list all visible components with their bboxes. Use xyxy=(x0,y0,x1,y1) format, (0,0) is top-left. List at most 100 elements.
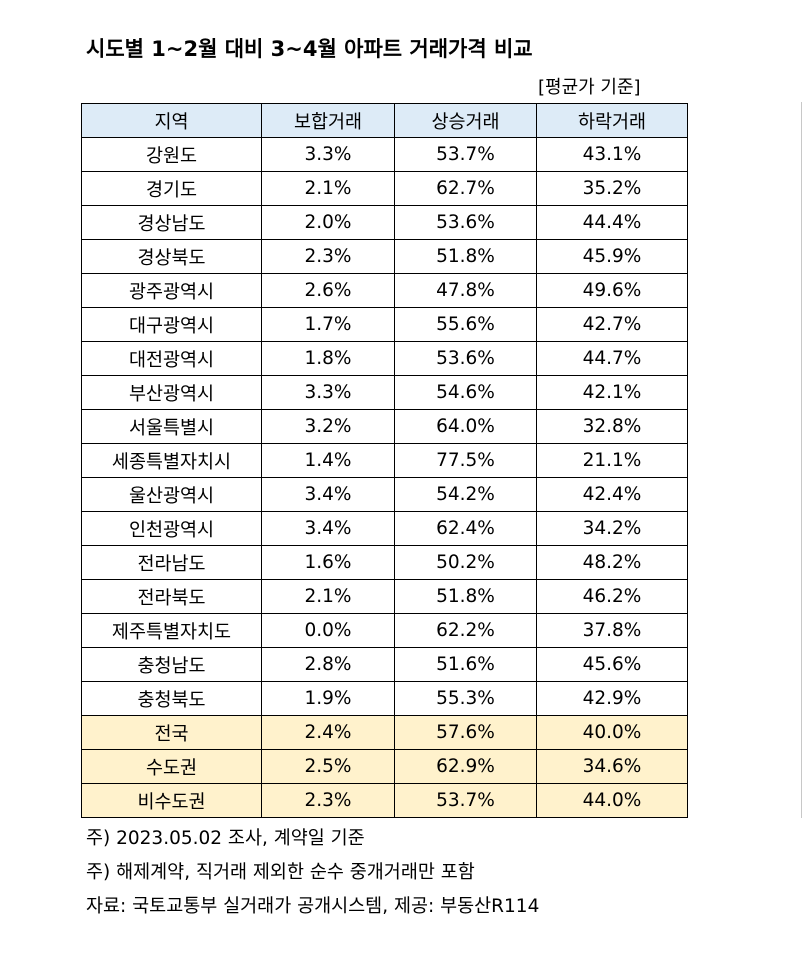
fall-cell: 34.2% xyxy=(536,511,688,546)
flat-cell: 1.8% xyxy=(261,341,395,376)
region-cell: 충청남도 xyxy=(81,647,262,682)
rise-cell: 51.6% xyxy=(394,647,537,682)
rise-cell: 77.5% xyxy=(394,443,537,478)
flat-cell: 2.0% xyxy=(261,205,395,240)
table-row: 충청남도 2.8% 51.6% 45.6% xyxy=(81,647,688,682)
fall-cell: 42.4% xyxy=(536,477,688,512)
rise-cell: 51.8% xyxy=(394,239,537,274)
table-row: 경기도 2.1% 62.7% 35.2% xyxy=(81,171,688,206)
region-cell: 강원도 xyxy=(81,137,262,172)
flat-cell: 3.3% xyxy=(261,375,395,410)
region-cell: 울산광역시 xyxy=(81,477,262,512)
source-credit: 자료: 국토교통부 실거래가 공개시스템, 제공: 부동산R114 xyxy=(86,896,540,917)
region-cell: 인천광역시 xyxy=(81,511,262,546)
table-row: 전라북도 2.1% 51.8% 46.2% xyxy=(81,579,688,614)
flat-cell: 1.9% xyxy=(261,681,395,716)
page-title: 시도별 1~2월 대비 3~4월 아파트 거래가격 비교 xyxy=(86,37,533,61)
region-cell: 부산광역시 xyxy=(81,375,262,410)
summary-row: 수도권 2.5% 62.9% 34.6% xyxy=(81,749,688,784)
price-comparison-table: 지역 보합거래 상승거래 하락거래 강원도 3.3% 53.7% 43.1% 경기도 2.… xyxy=(81,103,688,818)
fall-cell: 42.7% xyxy=(536,307,688,342)
flat-cell: 2.4% xyxy=(261,715,395,750)
region-cell: 경상남도 xyxy=(81,205,262,240)
rise-cell: 55.6% xyxy=(394,307,537,342)
fall-cell: 32.8% xyxy=(536,409,688,444)
unit-note: [평균가 기준] xyxy=(538,77,641,98)
table-row: 광주광역시 2.6% 47.8% 49.6% xyxy=(81,273,688,308)
rise-cell: 50.2% xyxy=(394,545,537,580)
table-row: 세종특별자치시 1.4% 77.5% 21.1% xyxy=(81,443,688,478)
table-row: 제주특별자치도 0.0% 62.2% 37.8% xyxy=(81,613,688,648)
fall-cell: 43.1% xyxy=(536,137,688,172)
table-row: 부산광역시 3.3% 54.6% 42.1% xyxy=(81,375,688,410)
rise-cell: 62.2% xyxy=(394,613,537,648)
table-body: 강원도 3.3% 53.7% 43.1% 경기도 2.1% 62.7% 35.2% 경상남도 2.… xyxy=(81,137,688,818)
column-header-rise: 상승거래 xyxy=(394,103,537,138)
rise-cell: 64.0% xyxy=(394,409,537,444)
flat-cell: 2.3% xyxy=(261,239,395,274)
footnote-scope: 주) 해제계약, 직거래 제외한 순수 중개거래만 포함 xyxy=(86,862,475,883)
fall-cell: 45.9% xyxy=(536,239,688,274)
table-row: 대구광역시 1.7% 55.6% 42.7% xyxy=(81,307,688,342)
flat-cell: 2.8% xyxy=(261,647,395,682)
fall-cell: 49.6% xyxy=(536,273,688,308)
border-line xyxy=(801,102,802,818)
table-row: 경상북도 2.3% 51.8% 45.9% xyxy=(81,239,688,274)
flat-cell: 2.5% xyxy=(261,749,395,784)
rise-cell: 53.6% xyxy=(394,205,537,240)
flat-cell: 1.7% xyxy=(261,307,395,342)
rise-cell: 62.4% xyxy=(394,511,537,546)
region-cell: 광주광역시 xyxy=(81,273,262,308)
fall-cell: 44.7% xyxy=(536,341,688,376)
region-cell: 경상북도 xyxy=(81,239,262,274)
table-header-row: 지역 보합거래 상승거래 하락거래 xyxy=(81,103,688,138)
table-row: 대전광역시 1.8% 53.6% 44.7% xyxy=(81,341,688,376)
region-cell: 전라북도 xyxy=(81,579,262,614)
rise-cell: 62.7% xyxy=(394,171,537,206)
flat-cell: 3.3% xyxy=(261,137,395,172)
region-cell: 세종특별자치시 xyxy=(81,443,262,478)
fall-cell: 21.1% xyxy=(536,443,688,478)
footnotes: 주) 2023.05.02 조사, 계약일 기준 주) 해제계약, 직거래 제외… xyxy=(86,822,539,924)
fall-cell: 40.0% xyxy=(536,715,688,750)
rise-cell: 53.7% xyxy=(394,137,537,172)
flat-cell: 2.1% xyxy=(261,171,395,206)
region-cell: 서울특별시 xyxy=(81,409,262,444)
fall-cell: 46.2% xyxy=(536,579,688,614)
table-row: 서울특별시 3.2% 64.0% 32.8% xyxy=(81,409,688,444)
rise-cell: 57.6% xyxy=(394,715,537,750)
region-cell: 대전광역시 xyxy=(81,341,262,376)
fall-cell: 45.6% xyxy=(536,647,688,682)
rise-cell: 51.8% xyxy=(394,579,537,614)
rise-cell: 47.8% xyxy=(394,273,537,308)
fall-cell: 48.2% xyxy=(536,545,688,580)
column-header-flat: 보합거래 xyxy=(261,103,395,138)
region-cell: 전라남도 xyxy=(81,545,262,580)
region-cell: 전국 xyxy=(81,715,262,750)
region-cell: 수도권 xyxy=(81,749,262,784)
rise-cell: 54.6% xyxy=(394,375,537,410)
column-header-region: 지역 xyxy=(81,103,262,138)
fall-cell: 35.2% xyxy=(536,171,688,206)
fall-cell: 44.4% xyxy=(536,205,688,240)
table-row: 강원도 3.3% 53.7% 43.1% xyxy=(81,137,688,172)
flat-cell: 1.4% xyxy=(261,443,395,478)
fall-cell: 42.9% xyxy=(536,681,688,716)
flat-cell: 0.0% xyxy=(261,613,395,648)
rise-cell: 53.6% xyxy=(394,341,537,376)
fall-cell: 44.0% xyxy=(536,783,688,818)
table-row: 울산광역시 3.4% 54.2% 42.4% xyxy=(81,477,688,512)
region-cell: 대구광역시 xyxy=(81,307,262,342)
fall-cell: 42.1% xyxy=(536,375,688,410)
table-row: 충청북도 1.9% 55.3% 42.9% xyxy=(81,681,688,716)
region-cell: 경기도 xyxy=(81,171,262,206)
fall-cell: 37.8% xyxy=(536,613,688,648)
region-cell: 제주특별자치도 xyxy=(81,613,262,648)
region-cell: 충청북도 xyxy=(81,681,262,716)
rise-cell: 54.2% xyxy=(394,477,537,512)
flat-cell: 3.2% xyxy=(261,409,395,444)
table-row: 인천광역시 3.4% 62.4% 34.2% xyxy=(81,511,688,546)
rise-cell: 55.3% xyxy=(394,681,537,716)
rise-cell: 53.7% xyxy=(394,783,537,818)
flat-cell: 2.6% xyxy=(261,273,395,308)
